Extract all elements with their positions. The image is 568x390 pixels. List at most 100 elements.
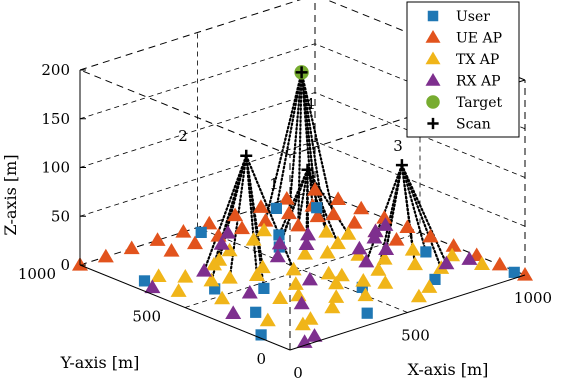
tx-ap-point bbox=[357, 287, 374, 302]
user-point bbox=[356, 281, 368, 293]
user-point bbox=[508, 266, 520, 278]
scan-link bbox=[400, 164, 448, 265]
legend-marker-scan bbox=[427, 117, 439, 130]
tx-ap-point bbox=[377, 275, 394, 289]
legend-label-tx-ap: TX AP bbox=[456, 52, 499, 68]
tx-ap-point bbox=[287, 276, 304, 290]
tx-ap-point bbox=[376, 251, 393, 265]
scan-link bbox=[275, 71, 303, 210]
tx-ap-point bbox=[177, 269, 194, 283]
z-gridline bbox=[314, 140, 526, 227]
ue-ap-point bbox=[175, 224, 192, 238]
tx-ap-point bbox=[328, 275, 345, 290]
tx-ap-point bbox=[221, 270, 238, 284]
tx-ap-point bbox=[333, 267, 350, 282]
scan-link bbox=[245, 154, 295, 271]
scan-label-4: 4 bbox=[305, 95, 315, 113]
scan-link bbox=[400, 164, 427, 253]
legend-marker-target bbox=[426, 95, 440, 109]
ue-ap-point bbox=[123, 240, 140, 255]
rx-ap-point bbox=[196, 263, 213, 277]
legend-label-target: Target bbox=[456, 95, 503, 111]
legend-label-user: User bbox=[456, 9, 490, 25]
tx-ap-point bbox=[294, 316, 311, 331]
z-gridline bbox=[314, 92, 526, 178]
z-tick-label: 100 bbox=[41, 159, 70, 177]
ue-ap-point bbox=[353, 200, 370, 215]
rx-ap-point bbox=[366, 229, 383, 244]
scan-link bbox=[297, 71, 303, 227]
ue-ap-point bbox=[399, 219, 416, 233]
user-point bbox=[273, 229, 285, 241]
z-tick-label: 0 bbox=[60, 256, 70, 274]
rx-ap-point bbox=[461, 251, 478, 265]
user-point bbox=[420, 246, 432, 258]
ue-ap-point bbox=[278, 191, 295, 205]
rx-ap-point bbox=[271, 235, 288, 250]
tx-ap-point bbox=[320, 265, 337, 280]
scan-label-3: 3 bbox=[393, 137, 403, 155]
tx-ap-point bbox=[404, 242, 421, 256]
rx-ap-point bbox=[298, 236, 315, 250]
user-point bbox=[138, 275, 151, 287]
user-point bbox=[255, 329, 267, 341]
tx-ap-point bbox=[474, 256, 490, 270]
legend-label-rx-ap: RX AP bbox=[456, 74, 501, 90]
ue-ap-point bbox=[325, 206, 342, 221]
z-tick-label: 200 bbox=[41, 61, 70, 79]
rx-ap-point bbox=[438, 255, 455, 270]
tx-ap-point bbox=[328, 289, 345, 303]
scan-point bbox=[395, 159, 408, 172]
scan-link bbox=[300, 71, 335, 216]
x-axis-line bbox=[289, 274, 526, 351]
rx-ap-point bbox=[241, 284, 258, 299]
tx-ap-point bbox=[285, 261, 302, 276]
z-gridline bbox=[79, 92, 316, 168]
tx-ap-point bbox=[245, 232, 262, 246]
tx-ap-point bbox=[214, 290, 231, 305]
user-point bbox=[195, 226, 207, 238]
tx-ap-point bbox=[203, 272, 220, 287]
y-tick-label: 500 bbox=[132, 308, 161, 326]
ue-ap-point bbox=[491, 256, 508, 271]
x-tick-label: 500 bbox=[401, 327, 430, 345]
tx-ap-point bbox=[297, 246, 313, 260]
scan-point bbox=[240, 149, 253, 162]
scan-link bbox=[297, 168, 309, 227]
tx-ap-point bbox=[407, 256, 423, 271]
scan-point bbox=[301, 163, 314, 176]
tx-ap-point bbox=[170, 283, 187, 297]
rx-ap-point bbox=[300, 226, 316, 241]
ue-ap-point bbox=[309, 208, 326, 223]
ue-ap-point bbox=[149, 232, 166, 246]
legend-box bbox=[406, 1, 520, 138]
tx-ap-point bbox=[259, 312, 276, 327]
ue-ap-point bbox=[252, 199, 269, 213]
rx-ap-point bbox=[306, 328, 323, 342]
tx-ap-point bbox=[421, 279, 438, 293]
y-axis-label: Y-axis [m] bbox=[60, 353, 140, 372]
ue-ap-point bbox=[234, 220, 250, 235]
tx-ap-point bbox=[324, 299, 341, 314]
y-tick-label: 0 bbox=[256, 350, 266, 368]
ue-ap-point bbox=[257, 213, 274, 227]
tx-ap-point bbox=[329, 235, 346, 250]
ue-ap-point bbox=[187, 235, 203, 250]
legend-label-ue-ap: UE AP bbox=[456, 31, 502, 47]
ue-ap-point bbox=[307, 182, 323, 196]
rx-ap-point bbox=[269, 248, 286, 263]
ue-ap-point bbox=[445, 238, 462, 252]
legend-marker-ue-ap bbox=[425, 30, 441, 43]
tx-ap-point bbox=[318, 224, 335, 238]
scan-link bbox=[264, 71, 303, 223]
rx-ap-point bbox=[225, 305, 242, 319]
x-tick-label: 0 bbox=[293, 364, 303, 382]
rx-ap-point bbox=[293, 295, 310, 310]
z-tick-label: 150 bbox=[41, 110, 70, 128]
scan-link bbox=[385, 164, 403, 251]
tx-ap-point bbox=[221, 242, 238, 257]
x-axis-label: X-axis [m] bbox=[408, 360, 489, 379]
ue-ap-point bbox=[388, 232, 405, 246]
